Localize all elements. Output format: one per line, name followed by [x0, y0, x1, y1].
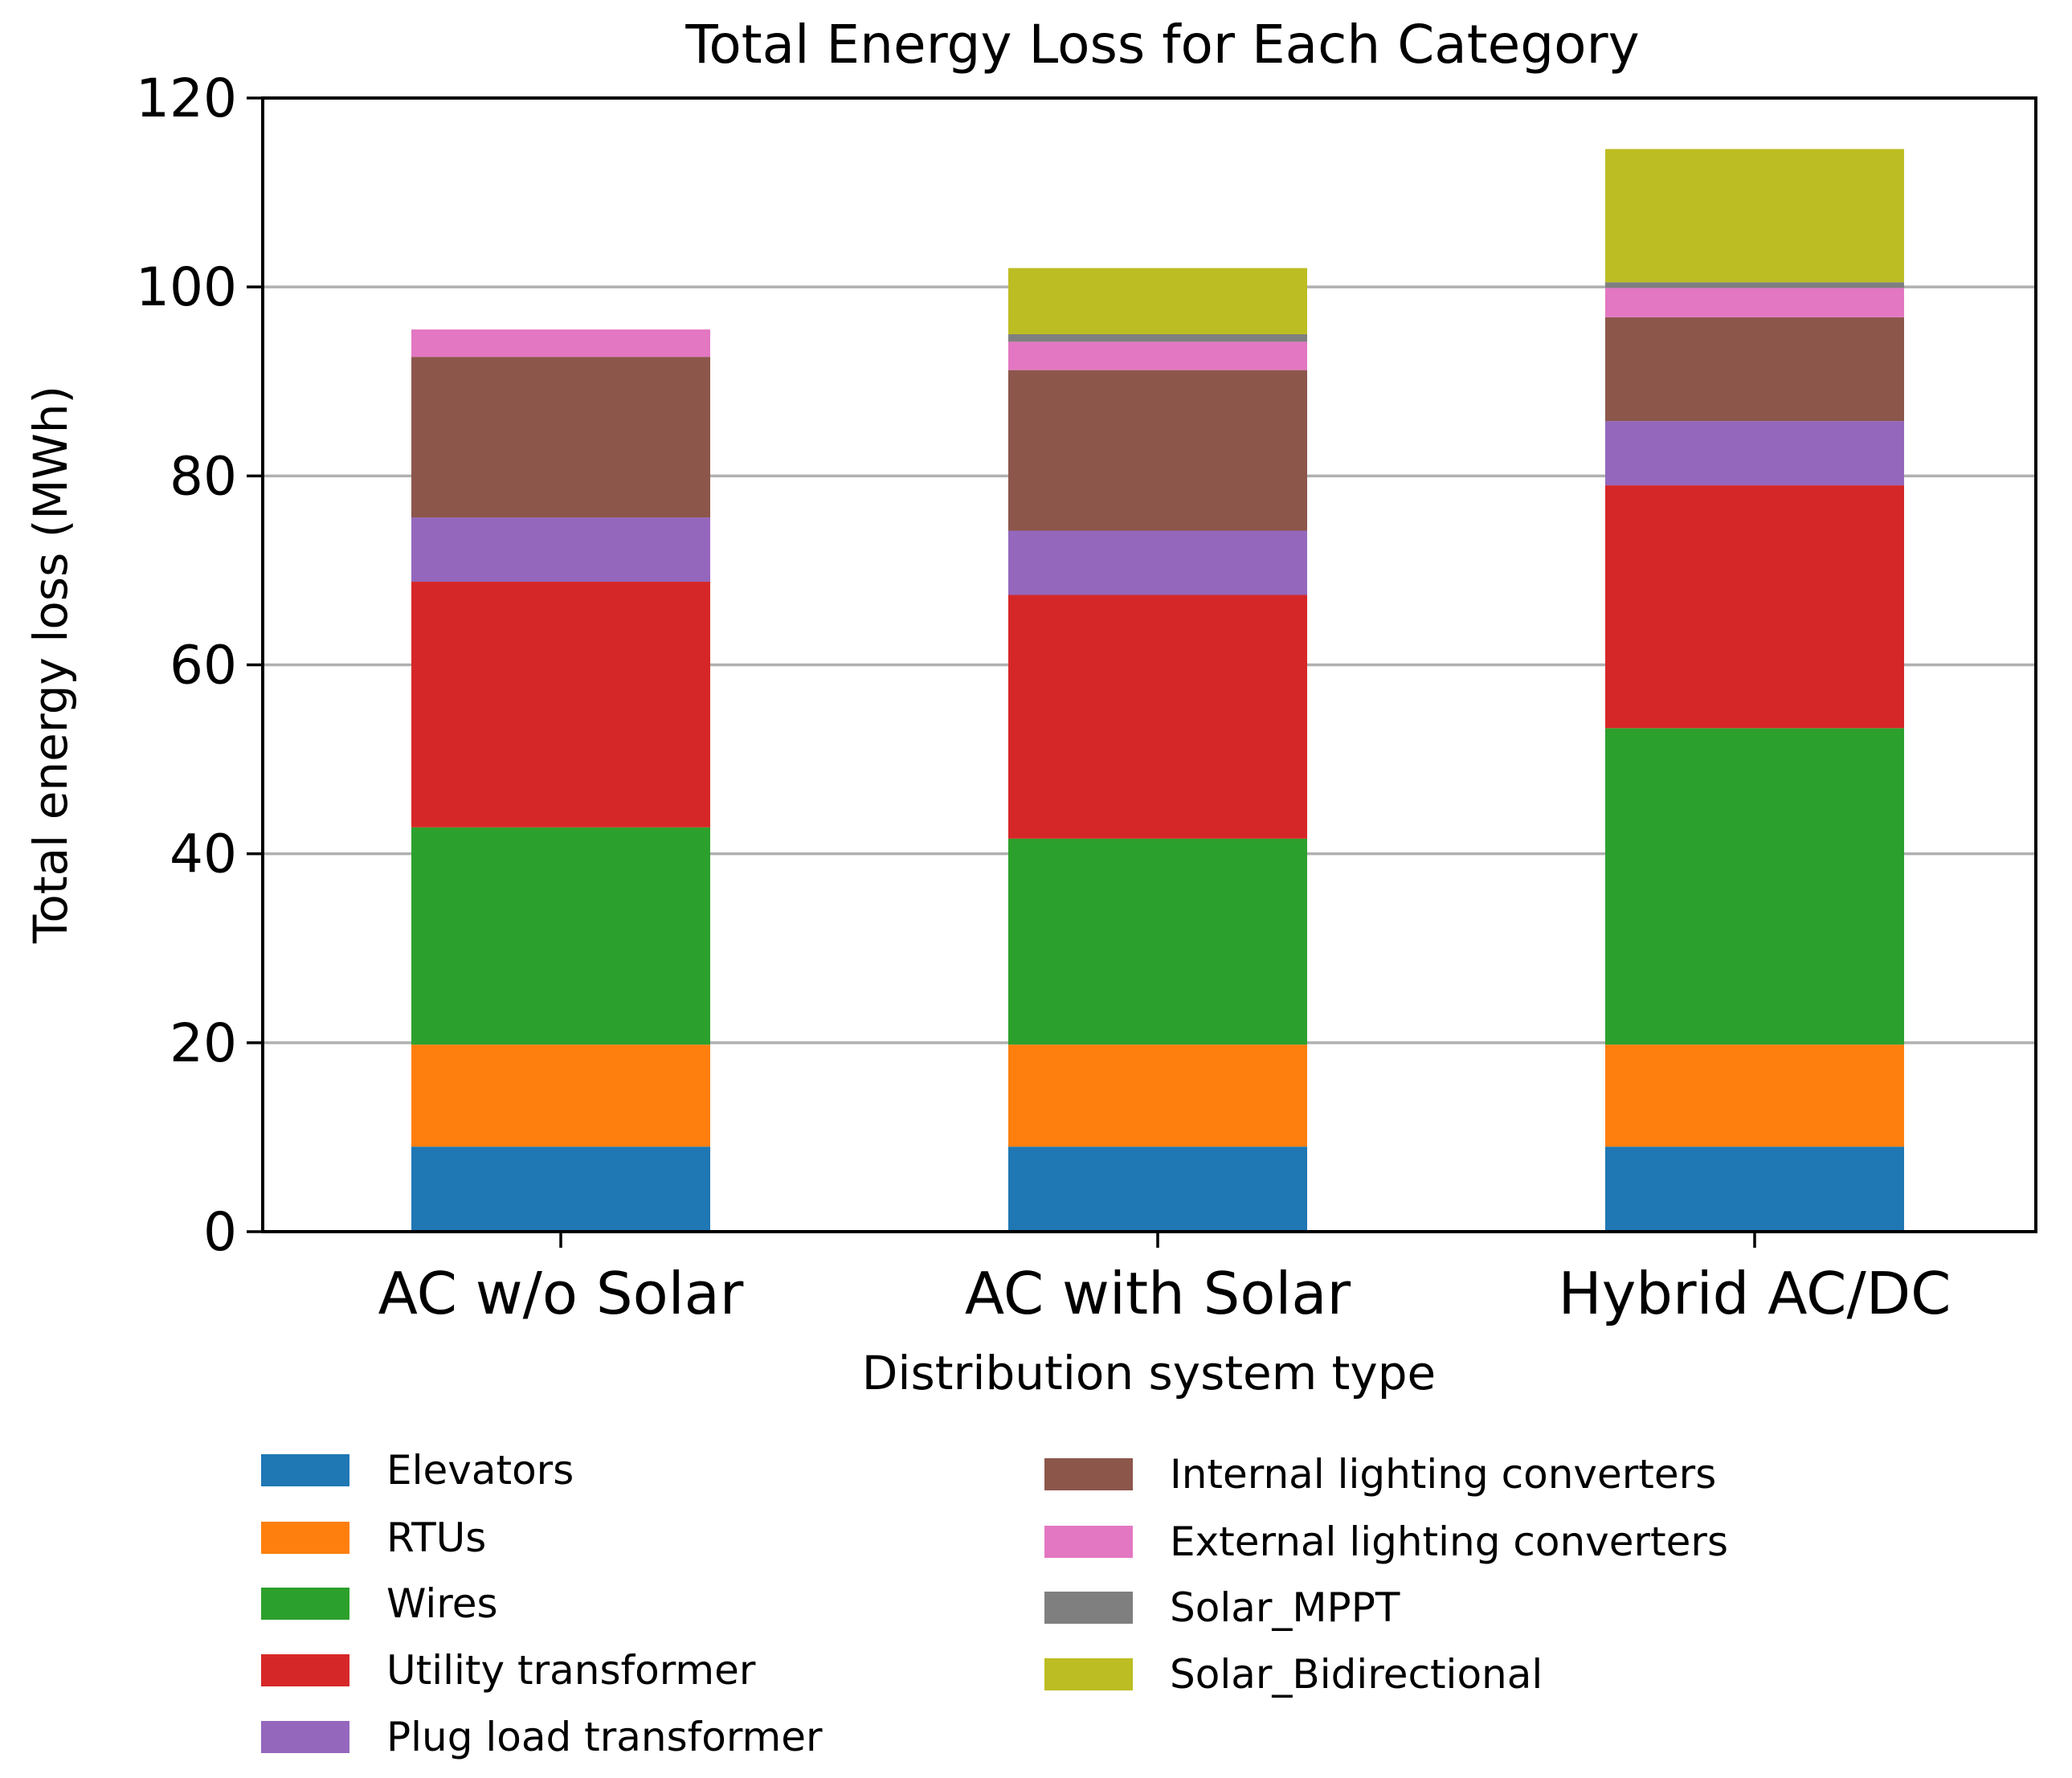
y-axis-label: Total energy loss (MWh) — [23, 386, 78, 944]
x-tick-label-0: AC w/o Solar — [378, 1260, 744, 1327]
bar-segment-wires-2 — [1605, 728, 1904, 1045]
bar-segment-solar-mppt-1 — [1008, 333, 1307, 342]
legend-swatch-solar-bidirectional — [1044, 1658, 1133, 1690]
y-tick-label-120: 120 — [136, 67, 237, 129]
y-axis-ticks: 0 20 40 60 80 100 120 — [136, 67, 263, 1263]
legend-label-plug-load-transformer: Plug load transformer — [386, 1714, 823, 1760]
legend-label-utility-transformer: Utility transformer — [386, 1647, 756, 1694]
bar-segment-external-lighting-converters-1 — [1008, 341, 1307, 370]
legend-label-elevators: Elevators — [386, 1447, 574, 1494]
x-tick-label-1: AC with Solar — [965, 1260, 1351, 1327]
legend-label-external-lighting-converters: External lighting converters — [1170, 1518, 1728, 1565]
bar-segment-internal-lighting-converters-0 — [411, 357, 710, 518]
legend-swatch-utility-transformer — [261, 1654, 349, 1686]
y-tick-label-60: 60 — [170, 635, 237, 697]
bar-segment-elevators-2 — [1605, 1147, 1904, 1232]
bar-segment-internal-lighting-converters-2 — [1605, 317, 1904, 422]
legend-label-solar-mppt: Solar_MPPT — [1170, 1584, 1400, 1631]
chart-title: Total Energy Loss for Each Category — [685, 14, 1639, 76]
bar-segment-utility-transformer-2 — [1605, 485, 1904, 729]
x-axis-label: Distribution system type — [862, 1346, 1437, 1400]
bar-segment-rtus-1 — [1008, 1044, 1307, 1147]
bar-segment-solar-mppt-2 — [1605, 282, 1904, 288]
bar-segment-rtus-0 — [411, 1044, 710, 1147]
bar-segment-external-lighting-converters-0 — [411, 329, 710, 358]
y-tick-label-40: 40 — [170, 824, 237, 885]
bar-segment-plug-load-transformer-1 — [1008, 530, 1307, 595]
legend-label-solar-bidirectional: Solar_Bidirectional — [1170, 1651, 1543, 1698]
y-tick-label-100: 100 — [136, 256, 237, 318]
x-tick-label-2: Hybrid AC/DC — [1559, 1260, 1951, 1327]
bar-segment-solar-bidirectional-2 — [1605, 149, 1904, 283]
legend-swatch-plug-load-transformer — [261, 1721, 349, 1753]
legend-swatch-wires — [261, 1588, 349, 1620]
bar-segment-utility-transformer-1 — [1008, 595, 1307, 839]
legend: Elevators RTUs Wires Utility transformer Plu… — [261, 1447, 1728, 1760]
bar-segment-external-lighting-converters-2 — [1605, 288, 1904, 317]
bar-segment-elevators-0 — [411, 1147, 710, 1232]
y-tick-label-0: 0 — [203, 1201, 237, 1263]
y-tick-label-80: 80 — [170, 445, 237, 507]
bar-segment-plug-load-transformer-2 — [1605, 421, 1904, 486]
bar-segment-wires-1 — [1008, 838, 1307, 1045]
legend-label-internal-lighting-converters: Internal lighting converters — [1170, 1451, 1716, 1498]
bar-segment-utility-transformer-0 — [411, 582, 710, 828]
bar-segment-wires-0 — [411, 827, 710, 1045]
x-axis-ticks: AC w/o Solar AC with Solar Hybrid AC/DC — [378, 1232, 1951, 1327]
bars — [411, 149, 1904, 1232]
bar-segment-plug-load-transformer-0 — [411, 517, 710, 582]
bar-segment-elevators-1 — [1008, 1147, 1307, 1232]
legend-swatch-elevators — [261, 1454, 349, 1486]
legend-swatch-internal-lighting-converters — [1044, 1458, 1133, 1490]
bar-segment-rtus-2 — [1605, 1044, 1904, 1147]
legend-swatch-external-lighting-converters — [1044, 1526, 1133, 1558]
y-tick-label-20: 20 — [170, 1012, 237, 1074]
bar-segment-internal-lighting-converters-1 — [1008, 370, 1307, 531]
legend-swatch-rtus — [261, 1522, 349, 1554]
legend-label-wires: Wires — [386, 1580, 498, 1627]
legend-label-rtus: RTUs — [386, 1514, 486, 1561]
bar-segment-solar-bidirectional-1 — [1008, 268, 1307, 334]
legend-swatch-solar-mppt — [1044, 1592, 1133, 1624]
